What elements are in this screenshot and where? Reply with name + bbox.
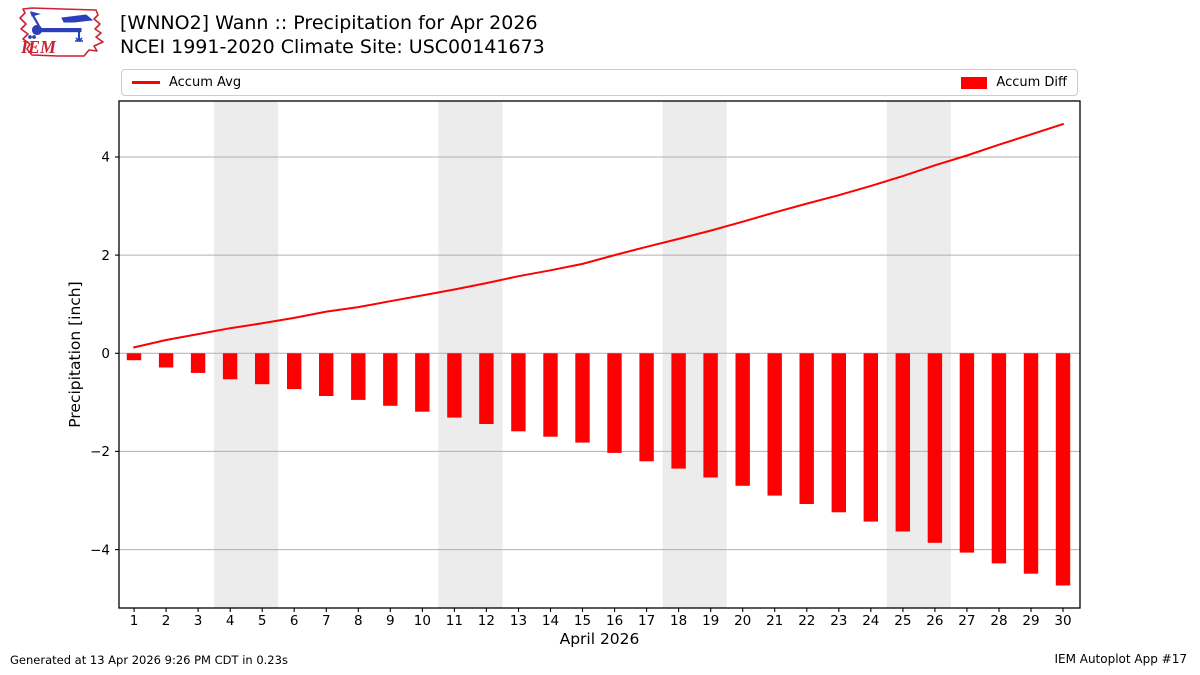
iem-logo-text: IEM	[20, 37, 57, 57]
x-tick-label: 27	[958, 613, 975, 629]
y-tick-label: −2	[90, 444, 110, 460]
line-swatch-icon	[132, 81, 160, 84]
accum-diff-bar-day-30	[1055, 353, 1071, 586]
x-tick-label: 18	[670, 613, 687, 629]
x-tick-label: 3	[194, 613, 203, 629]
accum-diff-bar-day-10	[415, 353, 430, 412]
accum-diff-bar-day-14	[543, 353, 558, 437]
bar-swatch-icon	[961, 76, 988, 89]
y-axis-label: Precipitation [inch]	[66, 281, 84, 427]
accum-diff-bar-day-3	[190, 353, 206, 373]
x-tick-label: 13	[510, 613, 527, 629]
legend-label-accum-avg: Accum Avg	[169, 75, 242, 90]
x-tick-label: 2	[162, 613, 171, 629]
x-tick-label: 16	[606, 613, 623, 629]
iem-logo: IEM	[6, 3, 110, 64]
accum-diff-bar-day-6	[287, 353, 302, 390]
accum-diff-bar-day-9	[383, 353, 398, 406]
x-tick-label: 9	[386, 613, 395, 629]
chart-subtitle: NCEI 1991-2020 Climate Site: USC00141673	[120, 36, 545, 58]
accum-diff-bar-day-19	[703, 353, 718, 478]
y-tick-label: 2	[101, 248, 110, 264]
chart-legend: Accum Avg Accum Diff	[121, 69, 1078, 96]
accum-diff-bar-day-27	[959, 353, 975, 553]
accum-diff-bar-day-20	[735, 353, 750, 486]
accum-diff-bar-day-12	[479, 353, 494, 424]
accum-diff-bar-day-1	[126, 353, 142, 361]
x-tick-label: 22	[798, 613, 815, 629]
accum-diff-bar-day-11	[447, 353, 462, 418]
x-tick-label: 6	[290, 613, 299, 629]
accum-diff-bar-day-23	[831, 353, 846, 513]
legend-item-accum-diff: Accum Diff	[961, 75, 1067, 90]
accum-diff-bar-day-15	[575, 353, 590, 443]
x-tick-label: 29	[1022, 613, 1039, 629]
x-axis-label: April 2026	[560, 630, 640, 648]
accum-diff-bar-day-16	[607, 353, 622, 453]
accum-diff-bar-day-2	[158, 353, 174, 368]
accum-avg-line	[133, 123, 1064, 349]
x-tick-label: 23	[830, 613, 847, 629]
x-tick-label: 24	[862, 613, 879, 629]
legend-item-accum-avg: Accum Avg	[132, 75, 241, 90]
accum-diff-bar-day-5	[255, 353, 270, 385]
x-tick-label: 21	[766, 613, 783, 629]
x-tick-label: 28	[990, 613, 1007, 629]
accum-diff-bar-day-18	[671, 353, 686, 469]
plot-border	[118, 100, 1081, 609]
x-tick-label: 12	[478, 613, 495, 629]
x-tick-label: 1	[130, 613, 139, 629]
x-tick-label: 20	[734, 613, 751, 629]
accum-diff-bar-day-17	[639, 353, 654, 462]
legend-label-accum-diff: Accum Diff	[996, 75, 1067, 90]
chart-title: [WNNO2] Wann :: Precipitation for Apr 20…	[120, 12, 538, 34]
accum-diff-bar-day-22	[799, 353, 814, 504]
app-credit: IEM Autoplot App #17	[1054, 652, 1187, 666]
x-tick-label: 14	[542, 613, 559, 629]
accum-diff-bar-day-21	[767, 353, 782, 496]
accum-diff-bar-day-26	[927, 353, 943, 543]
x-tick-label: 8	[354, 613, 363, 629]
weather-vane-icon	[28, 11, 94, 42]
accum-diff-bar-day-29	[1023, 353, 1039, 574]
iem-logo-graphic: IEM	[19, 7, 104, 57]
accum-diff-bar-day-24	[863, 353, 878, 522]
accum-diff-bar-day-8	[351, 353, 366, 400]
accum-diff-bar-day-28	[991, 353, 1007, 564]
x-tick-label: 26	[926, 613, 943, 629]
x-tick-label: 11	[446, 613, 463, 629]
x-tick-label: 4	[226, 613, 235, 629]
x-tick-label: 19	[702, 613, 719, 629]
x-tick-label: 15	[574, 613, 591, 629]
x-tick-label: 25	[894, 613, 911, 629]
x-tick-label: 7	[322, 613, 331, 629]
x-tick-label: 5	[258, 613, 267, 629]
x-tick-label: 17	[638, 613, 655, 629]
accum-diff-bar-day-25	[895, 353, 910, 532]
generated-timestamp: Generated at 13 Apr 2026 9:26 PM CDT in …	[10, 653, 288, 667]
x-tick-label: 30	[1054, 613, 1071, 629]
accum-diff-bar-day-13	[511, 353, 526, 432]
x-tick-label: 10	[414, 613, 431, 629]
accum-diff-bar-day-4	[222, 353, 238, 380]
page-title: [WNNO2] Wann :: Precipitation for Apr 20…	[120, 11, 545, 59]
y-tick-label: −4	[90, 542, 110, 558]
y-tick-label: 4	[101, 150, 110, 166]
accum-diff-bar-day-7	[319, 353, 334, 396]
y-tick-label: 0	[101, 346, 110, 362]
